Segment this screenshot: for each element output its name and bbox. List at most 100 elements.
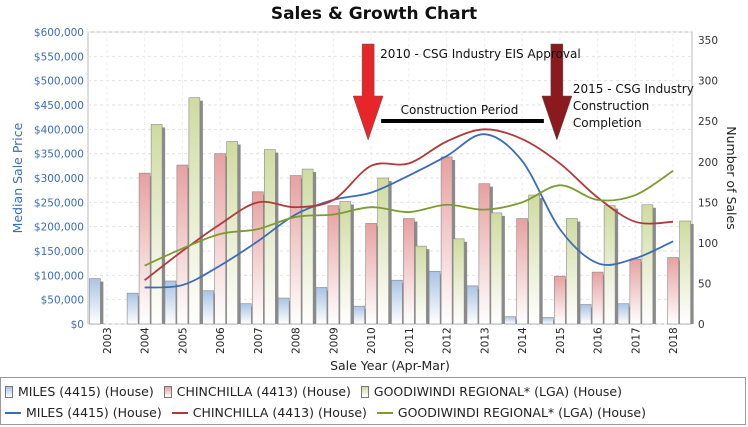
legend-item-bar: GOODIWINDI REGIONAL* (LGA) (House) <box>360 384 622 399</box>
y-left-tick-label: $550,000 <box>34 51 84 63</box>
y-left-tick-label: $300,000 <box>34 173 84 185</box>
bar <box>365 223 377 325</box>
y-left-tick-label: $150,000 <box>34 246 84 258</box>
y-right-tick-label: 0 <box>698 319 705 331</box>
legend-lines-row: MILES (4415) (House) CHINCHILLA (4413) (H… <box>5 405 656 420</box>
y-right-tick-label: 350 <box>698 35 718 47</box>
bar <box>240 303 252 325</box>
annotation-eis-approval: 2010 - CSG Industry EIS Approval <box>380 47 581 61</box>
bar <box>528 194 540 325</box>
bar <box>554 275 566 325</box>
bar <box>667 257 679 325</box>
y-left-tick-label: $500,000 <box>34 76 84 88</box>
legend-swatch <box>5 385 13 398</box>
y-left-axis-title: Median Sale Price <box>10 122 25 233</box>
bar <box>617 303 630 325</box>
bar <box>415 245 427 325</box>
annotation-line: 2015 - CSG Industry <box>573 82 694 96</box>
bar <box>641 204 654 325</box>
bar <box>629 258 642 325</box>
bar <box>150 124 163 325</box>
legend-label: MILES (4415) (House) <box>18 384 154 399</box>
bar <box>264 149 276 325</box>
x-tick-label: 2008 <box>291 327 303 354</box>
y-right-tick-label: 250 <box>698 116 718 128</box>
series-line <box>144 133 674 289</box>
legend-swatch <box>376 411 393 414</box>
y-left-tick-label: $450,000 <box>34 100 84 112</box>
bar <box>679 220 691 325</box>
legend-item-line: CHINCHILLA (4413) (House) <box>171 405 367 420</box>
legend-swatch <box>171 411 188 414</box>
bar <box>403 218 415 325</box>
y-right-tick-label: 300 <box>698 76 718 88</box>
plot-area: $0 $50,000 $100,000 $150,000 $200,000 $250,00… <box>10 27 739 373</box>
bar <box>516 218 528 325</box>
bar <box>277 297 290 325</box>
annotation-line: Construction <box>573 99 649 113</box>
y-left-tick-label: $600,000 <box>34 27 84 39</box>
bar <box>202 290 214 325</box>
x-tick-label: 2014 <box>517 327 529 354</box>
y-right-tick-label: 200 <box>698 157 718 169</box>
bar <box>315 287 328 325</box>
bar <box>353 305 365 325</box>
legend-bars-row: MILES (4415) (House) CHINCHILLA (4413) (H… <box>5 384 632 399</box>
x-tick-label: 2011 <box>404 327 416 354</box>
series-line <box>144 169 674 267</box>
bar <box>478 183 491 325</box>
bar <box>301 168 314 325</box>
bar <box>391 279 403 325</box>
legend-label: GOODIWINDI REGIONAL* (LGA) (House) <box>397 405 647 420</box>
x-tick-label: 2017 <box>630 327 642 354</box>
bar <box>440 156 453 325</box>
bar <box>466 285 479 325</box>
y-right-axis-title: Number of Sales <box>724 126 739 229</box>
legend-item-line: GOODIWINDI REGIONAL* (LGA) (House) <box>376 405 647 420</box>
y-left-tick-label: $50,000 <box>41 295 84 307</box>
bar <box>504 316 516 325</box>
annotation-arrow-2010 <box>352 43 384 141</box>
legend-swatch <box>360 385 369 398</box>
bar <box>591 271 604 325</box>
bar <box>214 153 226 325</box>
x-tick-label: 2015 <box>555 327 567 354</box>
x-axis-title: Sale Year (Apr-Mar) <box>330 358 450 373</box>
x-tick-label: 2004 <box>140 327 152 354</box>
bar <box>579 304 592 325</box>
bar <box>339 201 352 325</box>
bar <box>252 191 264 325</box>
bar <box>138 172 151 325</box>
x-tick-label: 2005 <box>177 327 189 354</box>
x-tick-label: 2003 <box>102 327 114 354</box>
bar <box>490 212 503 325</box>
legend-item-bar: MILES (4415) (House) <box>5 384 154 399</box>
y-right-tick-label: 100 <box>698 238 718 250</box>
y-right-tick-label: 50 <box>698 278 711 290</box>
x-tick-label: 2018 <box>668 327 680 354</box>
y-left-tick-label: $100,000 <box>34 270 84 282</box>
legend-label: CHINCHILLA (4413) (House) <box>176 384 351 399</box>
annotation-construction-completion: 2015 - CSG Industry Construction Completio… <box>573 82 694 130</box>
bar <box>566 218 578 325</box>
y-left-tick-label: $200,000 <box>34 222 84 234</box>
legend-swatch <box>5 411 21 414</box>
x-tick-label: 2007 <box>253 327 265 354</box>
legend-item-line: MILES (4415) (House) <box>5 405 162 420</box>
legend-item-bar: CHINCHILLA (4413) (House) <box>163 384 351 399</box>
bar <box>377 177 389 325</box>
bar <box>89 278 101 325</box>
bar <box>428 270 441 325</box>
x-tick-label: 2006 <box>215 327 227 354</box>
x-tick-label: 2013 <box>479 327 491 354</box>
x-tick-label: 2016 <box>593 327 605 354</box>
series-line <box>144 128 674 281</box>
bar <box>289 175 302 325</box>
bar <box>452 238 465 325</box>
chart-title: Sales & Growth Chart <box>271 4 477 24</box>
legend-label: MILES (4415) (House) <box>26 405 162 420</box>
bar <box>188 97 201 325</box>
y-left-tick-label: $0 <box>71 319 84 331</box>
legend: MILES (4415) (House) CHINCHILLA (4413) (H… <box>0 377 746 425</box>
y-left-tick-label: $350,000 <box>34 149 84 161</box>
